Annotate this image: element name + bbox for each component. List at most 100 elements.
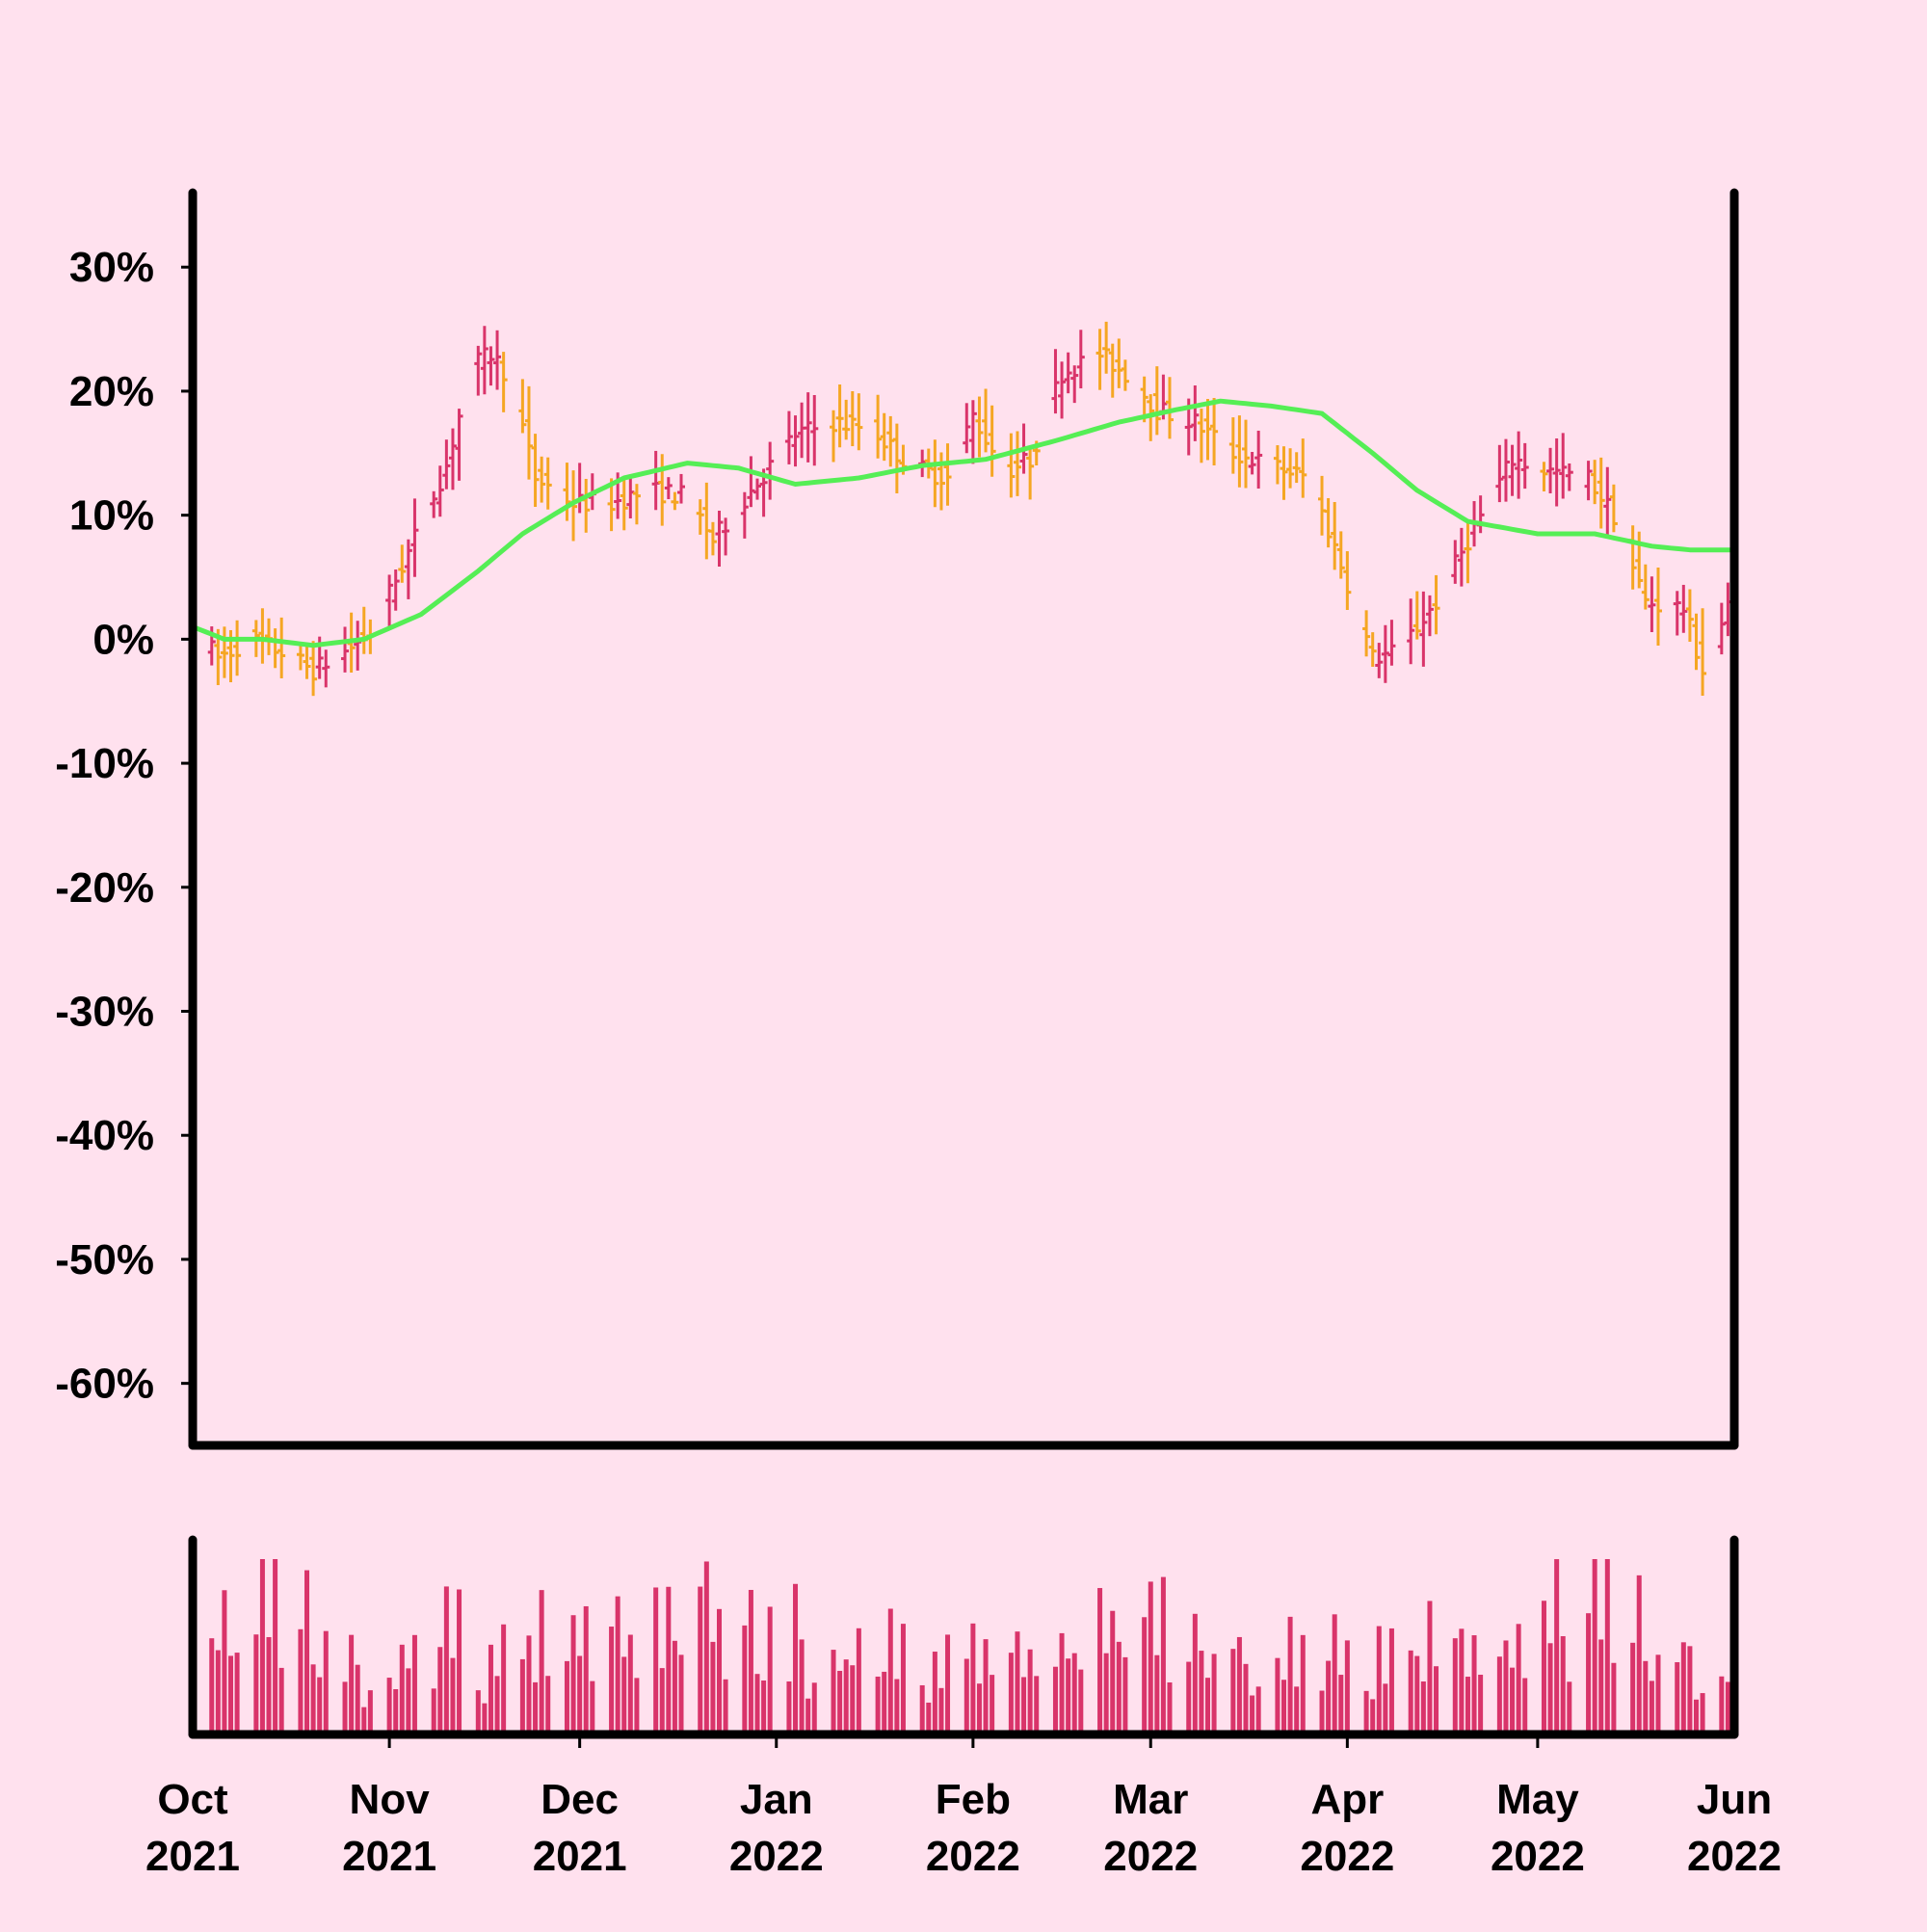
ohlc-bar <box>708 521 717 556</box>
volume-bar <box>964 1658 969 1734</box>
moving-average-line <box>192 398 1734 648</box>
volume-bar <box>659 1668 665 1734</box>
volume-bar <box>1414 1655 1420 1734</box>
ohlc-bar <box>722 517 730 556</box>
ohlc-bar <box>804 392 812 463</box>
volume-bar <box>723 1679 728 1734</box>
volume-bar <box>1332 1614 1337 1734</box>
ohlc-bar <box>1387 620 1396 666</box>
ohlc-bar <box>524 385 533 480</box>
ohlc-bar <box>1559 433 1568 499</box>
ohlc-bar <box>1203 399 1212 461</box>
ohlc-bar <box>1108 343 1117 398</box>
ohlc-bar <box>1432 574 1440 635</box>
ohlc-bar <box>1457 527 1465 587</box>
volume-bar <box>1066 1658 1071 1734</box>
volume-bar <box>234 1653 240 1734</box>
volume-bar <box>811 1682 817 1734</box>
volume-bar <box>1287 1616 1293 1734</box>
ohlc-bar <box>1064 352 1072 394</box>
x-tick-label-year: 2022 <box>1687 1833 1782 1880</box>
volume-bar <box>609 1627 615 1734</box>
ohlc-bar <box>740 491 749 539</box>
ohlc-bar <box>766 441 775 500</box>
x-tick-label-year: 2021 <box>145 1833 240 1880</box>
volume-bar <box>298 1628 304 1734</box>
volume-bar <box>1567 1681 1572 1734</box>
x-tick-label-month: Nov <box>350 1776 431 1823</box>
ohlc-bar <box>1609 484 1618 533</box>
ohlc-bar <box>632 484 641 525</box>
volume-bar <box>259 1559 265 1734</box>
ohlc-bar <box>480 326 488 395</box>
volume-bar <box>411 1634 417 1734</box>
ohlc-bar <box>1552 437 1561 507</box>
ohlc-bar <box>410 498 419 577</box>
volume-bar <box>278 1667 284 1734</box>
ohlc-bar <box>404 539 412 599</box>
volume-bar <box>1071 1653 1077 1734</box>
volume-bar <box>748 1589 753 1734</box>
ohlc-bar <box>1165 377 1174 439</box>
volume-bar <box>570 1615 576 1734</box>
volume-bar <box>539 1590 544 1734</box>
volume-bar <box>488 1644 493 1734</box>
ohlc-bar <box>1591 460 1599 505</box>
volume-bar <box>1630 1642 1636 1734</box>
volume-bar <box>457 1589 462 1734</box>
ohlc-bar <box>1515 431 1523 499</box>
volume-bar <box>1478 1675 1484 1734</box>
volume-bar <box>1243 1663 1249 1734</box>
volume-bar <box>983 1639 989 1734</box>
ohlc-bar <box>975 396 984 458</box>
ohlc-bar <box>1368 632 1377 667</box>
volume-bar <box>1370 1699 1376 1734</box>
volume-bar <box>1338 1675 1344 1734</box>
volume-bar <box>1008 1653 1014 1734</box>
volume-bar <box>564 1660 569 1734</box>
volume-bar <box>1021 1677 1027 1734</box>
volume-bar <box>1255 1686 1261 1734</box>
x-tick-label-month: Jan <box>740 1776 813 1823</box>
volume-bar <box>1300 1634 1306 1734</box>
volume-bar <box>1236 1636 1242 1734</box>
volume-bar <box>710 1641 716 1734</box>
ohlc-bar <box>1653 568 1662 646</box>
volume-bar <box>304 1570 310 1734</box>
ohlc-bar <box>943 443 952 506</box>
volume-bar <box>519 1658 525 1734</box>
ohlc-bar <box>303 642 311 679</box>
volume-bar <box>767 1606 773 1734</box>
volume-bar <box>355 1664 360 1734</box>
ohlc-bar <box>1235 415 1244 488</box>
volume-bar <box>1649 1681 1654 1734</box>
volume-bar <box>1516 1624 1521 1734</box>
x-tick-label-year: 2022 <box>1103 1833 1198 1880</box>
volume-bar <box>1122 1656 1128 1734</box>
volume-bar <box>1655 1654 1661 1734</box>
volume-bar <box>717 1608 723 1734</box>
price-panel-frame <box>188 188 1739 1450</box>
ohlc-bar <box>830 410 838 463</box>
ohlc-bar <box>842 399 851 440</box>
ohlc-bar <box>988 405 996 477</box>
ohlc-bar <box>1280 446 1288 500</box>
ohlc-bar <box>309 641 318 697</box>
x-tick-label-year: 2021 <box>533 1833 627 1880</box>
volume-bars <box>209 1559 1730 1734</box>
volume-bar <box>793 1583 799 1734</box>
volume-bar <box>215 1650 221 1734</box>
volume-bar <box>1547 1643 1553 1734</box>
volume-bar <box>919 1684 925 1734</box>
volume-bar <box>1675 1662 1680 1734</box>
ohlc-bar <box>1648 576 1656 632</box>
volume-bar <box>938 1687 944 1734</box>
ohlc-bar <box>493 330 502 390</box>
volume-bar <box>900 1624 906 1734</box>
ohlc-bar <box>1699 608 1707 696</box>
volume-bar <box>761 1680 767 1734</box>
volume-bar <box>1465 1677 1470 1734</box>
x-tick-label-year: 2022 <box>1491 1833 1585 1880</box>
volume-bar <box>1294 1686 1300 1734</box>
volume-bar <box>431 1688 436 1734</box>
